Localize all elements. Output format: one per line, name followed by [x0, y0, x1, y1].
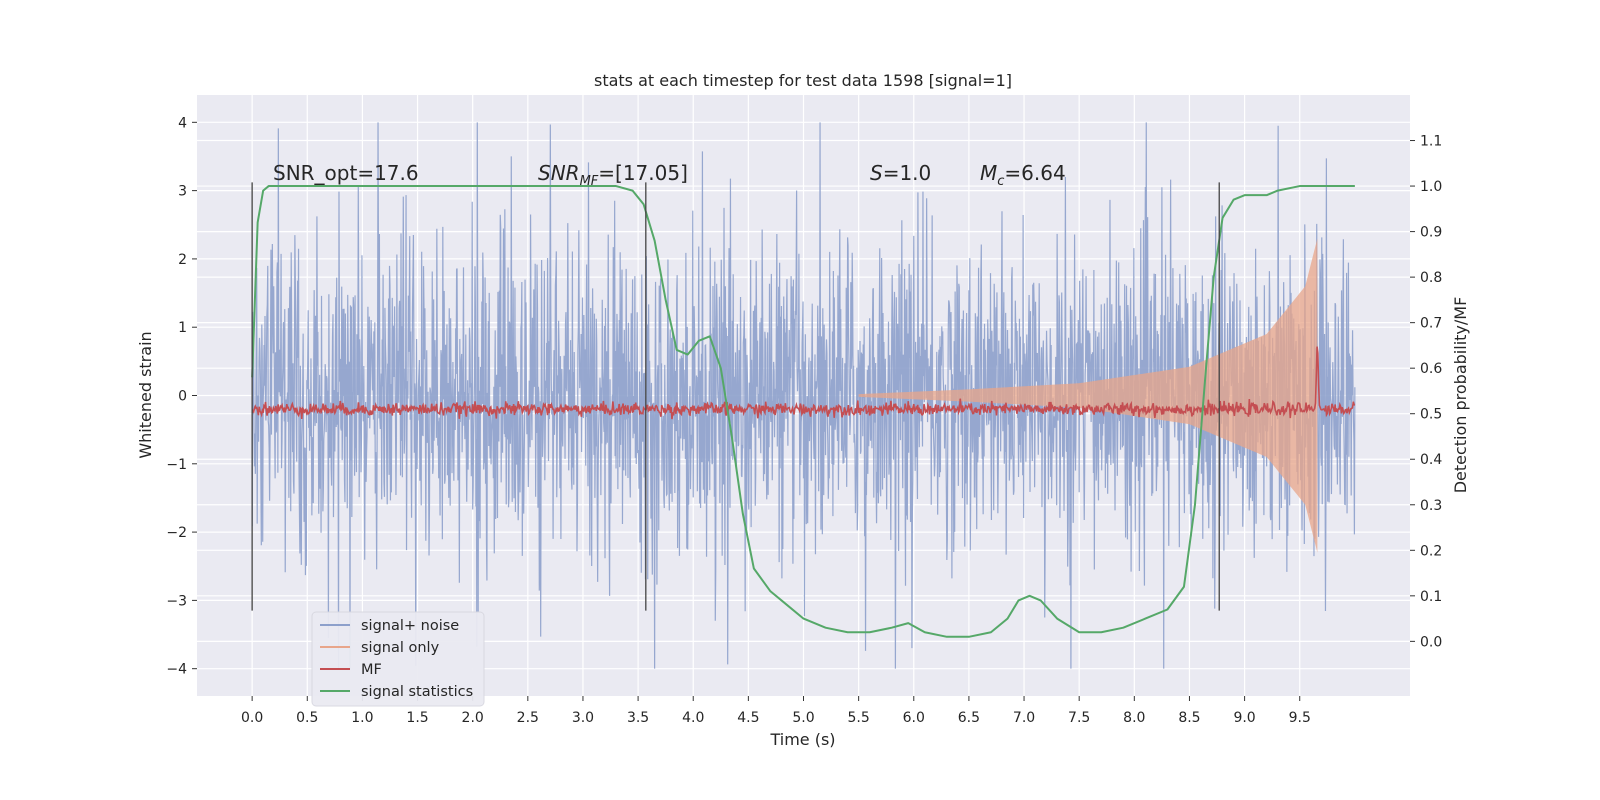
- series-signal-statistics: [251, 185, 1355, 638]
- series-signal-noise: [251, 122, 1356, 669]
- y2-tick-label: 0.9: [1420, 225, 1442, 241]
- x-tick-label: 0.0: [241, 710, 263, 726]
- y-axis-label: Whitened strain: [136, 331, 155, 458]
- y2-tick-label: 1.0: [1420, 179, 1442, 195]
- y-tick-label: −4: [166, 662, 187, 678]
- series-mf: [251, 346, 1356, 420]
- y2-axis-label: Detection probability/MF: [1451, 297, 1470, 494]
- y2-tick-label: 0.7: [1420, 316, 1442, 332]
- x-tick-label: 7.0: [1013, 710, 1035, 726]
- x-tick-label: 2.0: [462, 710, 484, 726]
- x-tick-label: 6.0: [903, 710, 925, 726]
- x-tick-label: 6.5: [958, 710, 980, 726]
- x-tick-label: 1.5: [406, 710, 428, 726]
- x-axis-label: Time (s): [769, 730, 835, 749]
- x-tick-label: 2.5: [517, 710, 539, 726]
- y2-tick-label: 0.0: [1420, 634, 1442, 650]
- x-tick-label: 5.5: [848, 710, 870, 726]
- annotations: SNR_opt=17.6 SNRMF=[17.05] S=1.0 Mc=6.64: [273, 161, 1066, 189]
- y-tick-label: 0: [178, 389, 187, 405]
- y-tick-label: −2: [166, 525, 187, 541]
- annotation-snr-mf: SNRMF=[17.05]: [538, 161, 688, 189]
- y-tick-label: −1: [166, 457, 187, 473]
- y-tick-label: 4: [178, 115, 187, 131]
- annotation-snr-opt: SNR_opt=17.6: [273, 161, 419, 185]
- x-tick-label: 8.0: [1123, 710, 1145, 726]
- x-tick-label: 7.5: [1068, 710, 1090, 726]
- annotation-mc: Mc=6.64: [980, 161, 1066, 189]
- x-tick-label: 1.0: [351, 710, 373, 726]
- vertical-markers: [251, 182, 1220, 611]
- y2-tick-label: 1.1: [1420, 134, 1442, 150]
- legend-label-3: signal statistics: [361, 684, 473, 700]
- y-tick-label: 3: [178, 184, 187, 200]
- series-signal-only: [858, 238, 1318, 553]
- annotation-s: S=1.0: [870, 161, 931, 185]
- y2-tick-label: 0.5: [1420, 407, 1442, 423]
- x-tick-label: 4.0: [682, 710, 704, 726]
- legend-box: [311, 611, 485, 707]
- series-layer: [251, 122, 1356, 669]
- y2-axis-ticks: 0.0 0.1 0.2 0.3 0.4 0.5 0.6 0.7 0.8 0.9 1.0 1.1: [1410, 134, 1442, 650]
- x-tick-label: 3.5: [627, 710, 649, 726]
- y2-tick-label: 0.6: [1420, 361, 1442, 377]
- x-tick-label: 4.5: [737, 710, 759, 726]
- y-tick-label: −3: [166, 593, 187, 609]
- y2-tick-label: 0.4: [1420, 452, 1442, 468]
- x-tick-label: 9.5: [1289, 710, 1311, 726]
- y2-tick-label: 0.2: [1420, 543, 1442, 559]
- legend: signal+ noise signal only MF signal statist…: [311, 611, 485, 707]
- x-axis-ticks: 0.0 0.5 1.0 1.5 2.0 2.5 3.0 3.5 4.0 4.5 5.0 5.5 6.0 6…: [241, 696, 1311, 726]
- x-tick-label: 8.5: [1178, 710, 1200, 726]
- y2-tick-label: 0.3: [1420, 498, 1442, 514]
- y2-tick-label: 0.8: [1420, 270, 1442, 286]
- legend-label-2: MF: [361, 662, 382, 678]
- y-tick-label: 2: [178, 252, 187, 268]
- y-tick-label: 1: [178, 320, 187, 336]
- legend-label-1: signal only: [361, 640, 440, 656]
- y2-tick-label: 0.1: [1420, 589, 1442, 605]
- x-tick-label: 9.0: [1233, 710, 1255, 726]
- x-tick-label: 5.0: [792, 710, 814, 726]
- chart-title: stats at each timestep for test data 159…: [594, 71, 1012, 90]
- x-tick-label: 3.0: [572, 710, 594, 726]
- y-axis-ticks: −4 −3 −2 −1 0 1 2 3 4: [166, 115, 197, 678]
- x-tick-label: 0.5: [296, 710, 318, 726]
- legend-label-0: signal+ noise: [361, 618, 459, 634]
